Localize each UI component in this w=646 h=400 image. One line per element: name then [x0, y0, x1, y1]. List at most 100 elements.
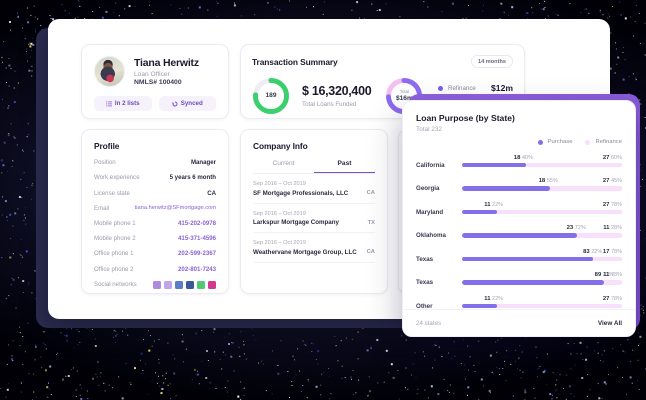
purchase-percent: 55%	[547, 178, 558, 184]
chart-bar-state: Texas	[416, 256, 457, 263]
chart-bar-row[interactable]: 23 72% 11 28% Oklahoma	[416, 223, 622, 239]
chart-legend-label: Purchase	[548, 139, 573, 145]
chart-bar-track	[462, 233, 622, 238]
chip-in-lists[interactable]: In 2 lists	[94, 96, 152, 111]
purchase-label: 23 72%	[567, 225, 586, 231]
profile-details-title: Profile	[94, 141, 216, 151]
profile-detail-value[interactable]: 415-202-0978	[178, 220, 216, 227]
whatsapp-icon[interactable]	[197, 281, 205, 289]
purchase-label: 18 55%	[539, 178, 558, 184]
job-company-name: Weathervane Mortgage Group, LLC	[253, 249, 357, 256]
purchase-label: 18 40%	[514, 155, 533, 161]
job-company-name: Larkspur Mortgage Company	[253, 219, 339, 226]
chart-bar-row[interactable]: 11 22% 27 78% Maryland	[416, 200, 622, 216]
chart-bar-labels: 11 22% 27 78%	[416, 200, 622, 208]
refinance-percent: 78%	[611, 272, 622, 278]
loan-purpose-legend: Purchase Refinance	[416, 139, 622, 145]
chart-legend-row: Purchase	[538, 139, 573, 145]
profile-detail-value[interactable]: tiana.herwitz@SFmortgage.com	[135, 205, 216, 211]
purchase-percent: 40%	[522, 155, 533, 161]
list-icon	[106, 101, 112, 107]
zillow-icon[interactable]	[164, 281, 172, 289]
loans-donut-chart: 189	[252, 77, 290, 115]
instagram-icon[interactable]	[208, 281, 216, 289]
loan-purpose-subtitle: Total 232	[416, 126, 622, 133]
job-state: CA	[367, 249, 375, 255]
profile-detail-value[interactable]: 415-371-4596	[178, 235, 216, 242]
sync-icon	[172, 101, 178, 107]
chart-bar-fill-purchase	[462, 210, 497, 215]
chart-bar-line: Oklahoma	[416, 232, 622, 239]
chart-bar-labels: 18 55% 27 45%	[416, 176, 622, 184]
refinance-label: 27 78%	[603, 296, 622, 302]
chart-bar-fill-refinance	[577, 233, 622, 238]
legend-dot	[438, 86, 443, 91]
chart-bar-state: California	[416, 162, 457, 169]
chart-bar-row[interactable]: 18 55% 27 45% Georgia	[416, 176, 622, 192]
profile-detail-value[interactable]: 202-801-7243	[178, 266, 216, 273]
chart-bar-track	[462, 304, 622, 309]
loan-purpose-panel: Loan Purpose (by State) Total 232 Purcha…	[402, 100, 636, 337]
total-funded-amount: $ 16,320,400	[302, 84, 371, 98]
profile-detail-key: Mobile phone 2	[94, 235, 136, 242]
job-dates: Sep 2016 – Oct 2019	[253, 240, 375, 246]
chart-bar-fill-refinance	[497, 210, 622, 215]
purchase-label: 11 22%	[484, 202, 503, 208]
job-company-name: SF Mortgage Professionals, LLC	[253, 190, 348, 197]
profile-detail-key: Office phone 2	[94, 266, 134, 273]
refinance-label: 27 45%	[603, 178, 622, 184]
linkedin-icon[interactable]	[175, 281, 183, 289]
period-badge[interactable]: 14 months	[471, 55, 513, 68]
chart-bar-row[interactable]: 83 22% 17 78% Texas	[416, 247, 622, 263]
tab-current[interactable]: Current	[253, 160, 314, 173]
refinance-value: 11	[603, 272, 609, 278]
refinance-percent: 78%	[611, 249, 622, 255]
refinance-label: 27 78%	[603, 202, 622, 208]
chart-legend-dot	[585, 140, 590, 145]
company-job-item[interactable]: Sep 2016 – Oct 2019 Larkspur Mortgage Com…	[253, 204, 375, 234]
facebook-icon[interactable]	[186, 281, 194, 289]
job-row: SF Mortgage Professionals, LLC CA	[253, 190, 375, 197]
website-icon[interactable]	[153, 281, 161, 289]
chip-synced[interactable]: Synced	[159, 96, 217, 111]
refinance-value: 27	[603, 178, 610, 184]
purchase-percent: 22%	[591, 249, 602, 255]
profile-detail-row: License state CA	[94, 190, 216, 197]
chart-bar-row[interactable]: 11 22% 27 78% Other	[416, 294, 622, 310]
profile-detail-key: Email	[94, 205, 109, 212]
chart-bar-row[interactable]: 89 22% 11 78% Texas	[416, 270, 622, 286]
refinance-label: 11 28%	[603, 225, 622, 231]
job-row: Weathervane Mortgage Group, LLC CA	[253, 249, 375, 256]
tab-past[interactable]: Past	[314, 160, 375, 173]
total-funded-caption: Total Loans Funded	[302, 101, 371, 108]
job-state: TX	[368, 220, 375, 226]
profile-detail-key: Work experience	[94, 174, 140, 181]
loan-panel-footer: 24 states View All	[403, 309, 635, 336]
profile-name: Tiana Herwitz	[134, 57, 199, 69]
chart-bar-row[interactable]: 18 40% 27 60% California	[416, 153, 622, 169]
company-job-item[interactable]: Sep 2016 – Oct 2019 SF Mortgage Professio…	[253, 174, 375, 204]
social-icons[interactable]	[153, 281, 216, 289]
profile-detail-key: Position	[94, 159, 116, 166]
legend-label: Refinance	[448, 85, 484, 92]
company-job-item[interactable]: Sep 2016 – Oct 2019 Weathervane Mortgage …	[253, 233, 375, 263]
profile-detail-value[interactable]: 202-599-2367	[178, 250, 216, 257]
profile-detail-key: Mobile phone 1	[94, 220, 136, 227]
chart-bar-state: Maryland	[416, 209, 457, 216]
chart-bar-fill-purchase	[462, 186, 550, 191]
states-count: 24 states	[416, 320, 441, 327]
chart-bar-labels: 89 22% 11 78%	[416, 270, 622, 278]
refinance-percent: 60%	[611, 155, 622, 161]
profile-nmls: NMLS# 100400	[134, 79, 199, 86]
chart-bar-fill-purchase	[462, 163, 526, 168]
job-dates: Sep 2016 – Oct 2019	[253, 181, 375, 187]
view-all-button[interactable]: View All	[598, 320, 622, 327]
purchase-percent: 22%	[492, 202, 503, 208]
chart-bar-fill-purchase	[462, 257, 593, 262]
profile-detail-value: 5 years 6 month	[170, 174, 216, 181]
purchase-value: 89	[595, 272, 602, 278]
job-state: CA	[367, 190, 375, 196]
chart-bar-labels: 23 72% 11 28%	[416, 223, 622, 231]
refinance-value: 27	[603, 296, 610, 302]
chart-bar-track	[462, 186, 622, 191]
